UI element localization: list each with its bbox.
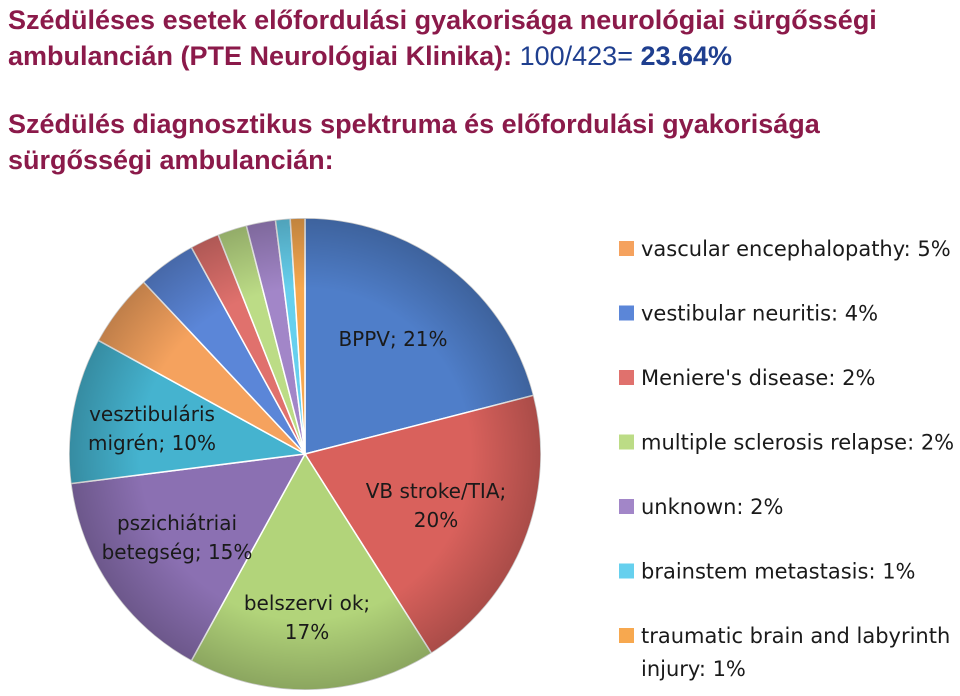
slice-label-belszervi-ok: belszervi ok; 17% (244, 591, 370, 644)
legend-swatch (619, 241, 634, 256)
chart-subtitle: Szédülés diagnosztikus spektruma és előf… (8, 109, 820, 175)
legend-label: traumatic brain and labyrinth injury: 1% (641, 624, 950, 681)
chart-title: Szédüléses esetek előfordulási gyakorisá… (8, 2, 958, 74)
chart-title-ratio: 100/423= (519, 41, 633, 71)
legend-item: Meniere's disease: 2% (619, 366, 875, 390)
legend-item: multiple sclerosis relapse: 2% (619, 431, 954, 455)
legend-item: unknown: 2% (619, 495, 784, 519)
slice-label-vesztibuláris-migrén: vesztibuláris migrén; 10% (88, 402, 216, 455)
legend-label: vascular encephalopathy: 5% (641, 237, 951, 261)
legend-swatch (619, 499, 634, 514)
legend-swatch (619, 434, 634, 450)
legend-label: Meniere's disease: 2% (641, 366, 875, 390)
legend-item: brainstem metastasis: 1% (619, 560, 916, 584)
legend-item: vascular encephalopathy: 5% (619, 237, 951, 261)
legend-label: brainstem metastasis: 1% (641, 560, 916, 584)
legend-label: unknown: 2% (641, 495, 784, 519)
chart-title-percentage: 23.64% (640, 41, 733, 71)
legend-item: traumatic brain and labyrinth injury: 1% (619, 624, 950, 681)
legend-swatch (619, 628, 634, 643)
chart-title-main: Szédüléses esetek előfordulási gyakorisá… (8, 5, 877, 71)
legend: vascular encephalopathy: 5% vestibular ne… (619, 237, 954, 681)
legend-label: multiple sclerosis relapse: 2% (641, 431, 954, 455)
slice-label-pszichiátriai-betegség: pszichiátriai betegség; 15% (102, 511, 253, 564)
legend-swatch (619, 305, 634, 321)
legend-swatch (619, 563, 634, 579)
slice-label-vb-stroke-tia: VB stroke/TIA; 20% (366, 479, 507, 532)
legend-swatch (619, 370, 634, 385)
pie-slice-labels: BPPV; 21% VB stroke/TIA; 20% belszervi ok; 1… (88, 327, 506, 644)
slice-label-bppv: BPPV; 21% (338, 327, 447, 351)
legend-item: vestibular neuritis: 4% (619, 302, 878, 326)
legend-label: vestibular neuritis: 4% (641, 302, 878, 326)
